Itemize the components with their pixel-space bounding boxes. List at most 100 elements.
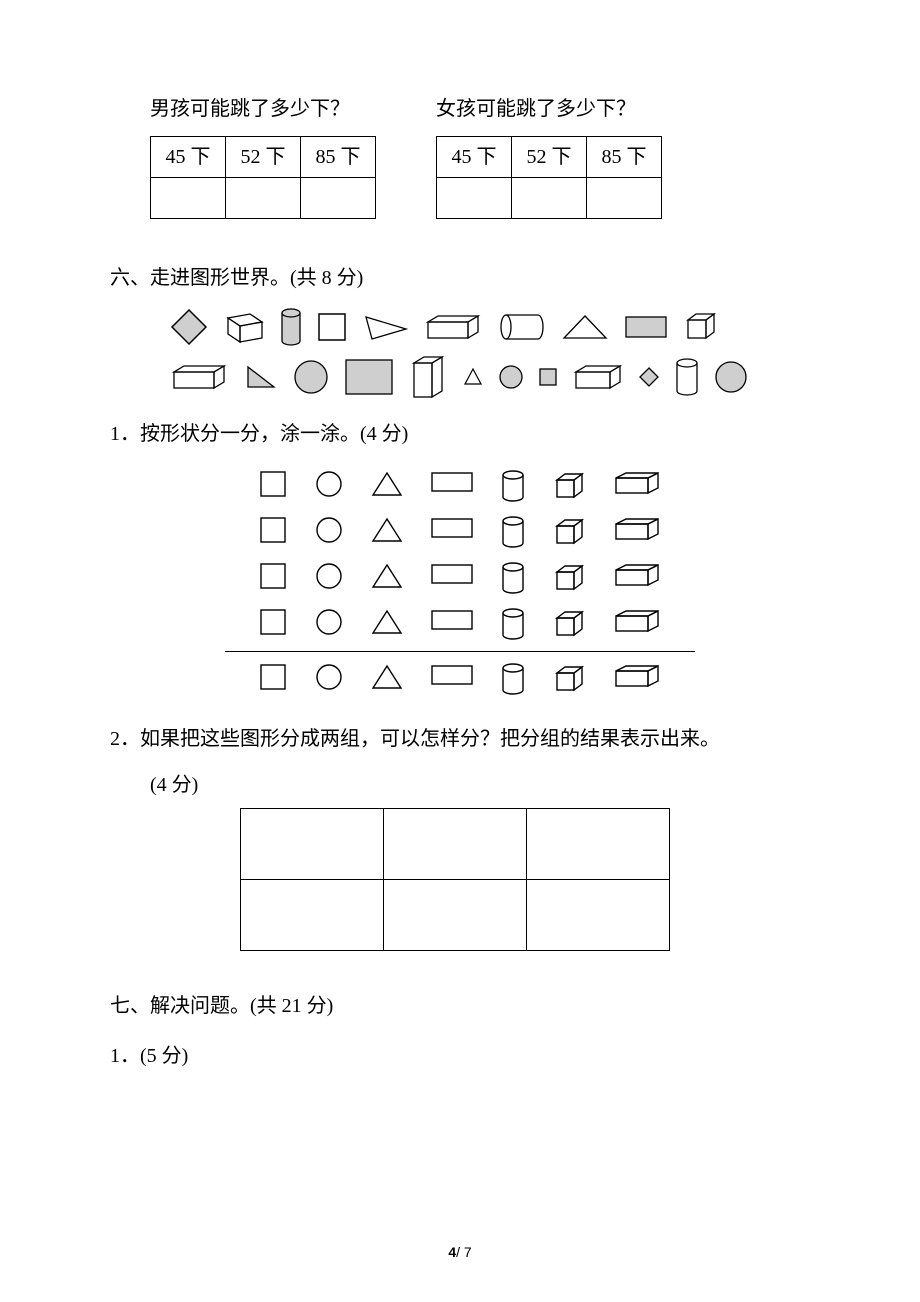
boy-cell-3: 85 下 bbox=[301, 137, 376, 178]
cuboid-icon bbox=[612, 662, 662, 696]
triangle-icon bbox=[370, 607, 404, 641]
section6-heading: 六、走进图形世界。(共 8 分) bbox=[110, 259, 810, 297]
girl-cell-3: 85 下 bbox=[587, 137, 662, 178]
small-triangle-icon bbox=[462, 366, 484, 388]
boy-block: 男孩可能跳了多少下？ 45 下 52 下 85 下 bbox=[150, 90, 376, 219]
rect-icon bbox=[430, 662, 474, 696]
rect-filled2-icon bbox=[344, 358, 394, 396]
empty-table bbox=[240, 808, 670, 951]
empty-cell bbox=[241, 809, 384, 880]
rect-icon bbox=[430, 607, 474, 641]
section7-heading: 七、解决问题。(共 21 分) bbox=[110, 987, 810, 1025]
right-triangle-icon bbox=[244, 363, 278, 391]
triangle-icon bbox=[362, 313, 410, 341]
cube-icon bbox=[552, 515, 586, 549]
cylinder-icon bbox=[500, 515, 526, 549]
girl-question: 女孩可能跳了多少下？ bbox=[436, 90, 662, 128]
cube-icon bbox=[552, 469, 586, 503]
circle-icon bbox=[314, 607, 344, 641]
cuboid-icon bbox=[612, 561, 662, 595]
girl-block: 女孩可能跳了多少下？ 45 下 52 下 85 下 bbox=[436, 90, 662, 219]
cuboid-icon bbox=[612, 515, 662, 549]
grid-row bbox=[258, 469, 662, 503]
shape-grid bbox=[110, 463, 810, 702]
shapes-row-1 bbox=[170, 307, 810, 347]
circle-icon bbox=[314, 515, 344, 549]
rect-icon bbox=[430, 469, 474, 503]
rect-icon bbox=[430, 561, 474, 595]
cylinder-icon bbox=[500, 662, 526, 696]
circle2-icon bbox=[714, 360, 748, 394]
small-circle-icon bbox=[498, 364, 524, 390]
girl-blank-3 bbox=[587, 178, 662, 219]
boy-blank-1 bbox=[151, 178, 226, 219]
page: 男孩可能跳了多少下？ 45 下 52 下 85 下 女孩可能跳了多少下？ 45 … bbox=[0, 0, 920, 1302]
cuboid-icon bbox=[424, 312, 484, 342]
square-icon bbox=[258, 662, 288, 696]
cuboid2-icon bbox=[170, 362, 230, 392]
grid-row bbox=[258, 561, 662, 595]
cylinder-icon bbox=[280, 307, 302, 347]
triangle-icon bbox=[370, 469, 404, 503]
cuboid3-icon bbox=[572, 362, 624, 392]
grid-row bbox=[258, 662, 662, 696]
top-row: 男孩可能跳了多少下？ 45 下 52 下 85 下 女孩可能跳了多少下？ 45 … bbox=[150, 90, 810, 219]
empty-cell bbox=[384, 880, 527, 951]
empty-table-wrap bbox=[240, 808, 810, 951]
cube-icon bbox=[552, 662, 586, 696]
triangle-icon bbox=[370, 662, 404, 696]
page-current: 4 bbox=[448, 1244, 456, 1260]
cylinder-icon bbox=[500, 607, 526, 641]
boy-table: 45 下 52 下 85 下 bbox=[150, 136, 376, 219]
cylinder-icon bbox=[500, 561, 526, 595]
square-icon bbox=[258, 469, 288, 503]
square-icon bbox=[258, 607, 288, 641]
triangle-icon bbox=[370, 515, 404, 549]
girl-table: 45 下 52 下 85 下 bbox=[436, 136, 662, 219]
page-number: 4/ 7 bbox=[0, 1239, 920, 1266]
boy-cell-2: 52 下 bbox=[226, 137, 301, 178]
triangle2-icon bbox=[560, 312, 610, 342]
circle-filled-icon bbox=[292, 358, 330, 396]
tall-cuboid-icon bbox=[408, 353, 448, 401]
girl-cell-2: 52 下 bbox=[512, 137, 587, 178]
circle-icon bbox=[314, 662, 344, 696]
boy-cell-1: 45 下 bbox=[151, 137, 226, 178]
grid-row bbox=[258, 515, 662, 549]
empty-cell bbox=[384, 809, 527, 880]
square-icon bbox=[258, 515, 288, 549]
cube2-icon bbox=[682, 308, 720, 346]
empty-cell bbox=[241, 880, 384, 951]
page-total: 7 bbox=[464, 1244, 472, 1260]
girl-blank-2 bbox=[512, 178, 587, 219]
grid-row bbox=[258, 607, 662, 641]
cube-icon bbox=[222, 308, 266, 346]
s7-q1: 1．(5 分) bbox=[110, 1037, 810, 1075]
cuboid-icon bbox=[612, 607, 662, 641]
shapes-strip bbox=[110, 307, 810, 401]
girl-cell-1: 45 下 bbox=[437, 137, 512, 178]
grid-divider bbox=[225, 651, 695, 652]
shapes-row-2 bbox=[170, 353, 810, 401]
cylinder2-icon bbox=[674, 357, 700, 397]
empty-cell bbox=[527, 880, 670, 951]
girl-blank-1 bbox=[437, 178, 512, 219]
rect-icon bbox=[430, 515, 474, 549]
cube-icon bbox=[552, 561, 586, 595]
cube-icon bbox=[552, 607, 586, 641]
cuboid-icon bbox=[612, 469, 662, 503]
boy-blank-3 bbox=[301, 178, 376, 219]
square-icon bbox=[316, 311, 348, 343]
q1-text: 1．按形状分一分，涂一涂。(4 分) bbox=[110, 415, 810, 453]
horiz-cylinder-icon bbox=[498, 311, 546, 343]
cylinder-icon bbox=[500, 469, 526, 503]
small-square-icon bbox=[538, 367, 558, 387]
page-sep: / bbox=[456, 1244, 464, 1260]
square-icon bbox=[258, 561, 288, 595]
boy-question: 男孩可能跳了多少下？ bbox=[150, 90, 376, 128]
boy-blank-2 bbox=[226, 178, 301, 219]
q2-text-line2: (4 分) bbox=[150, 766, 810, 804]
diamond-icon bbox=[170, 308, 208, 346]
circle-icon bbox=[314, 561, 344, 595]
triangle-icon bbox=[370, 561, 404, 595]
